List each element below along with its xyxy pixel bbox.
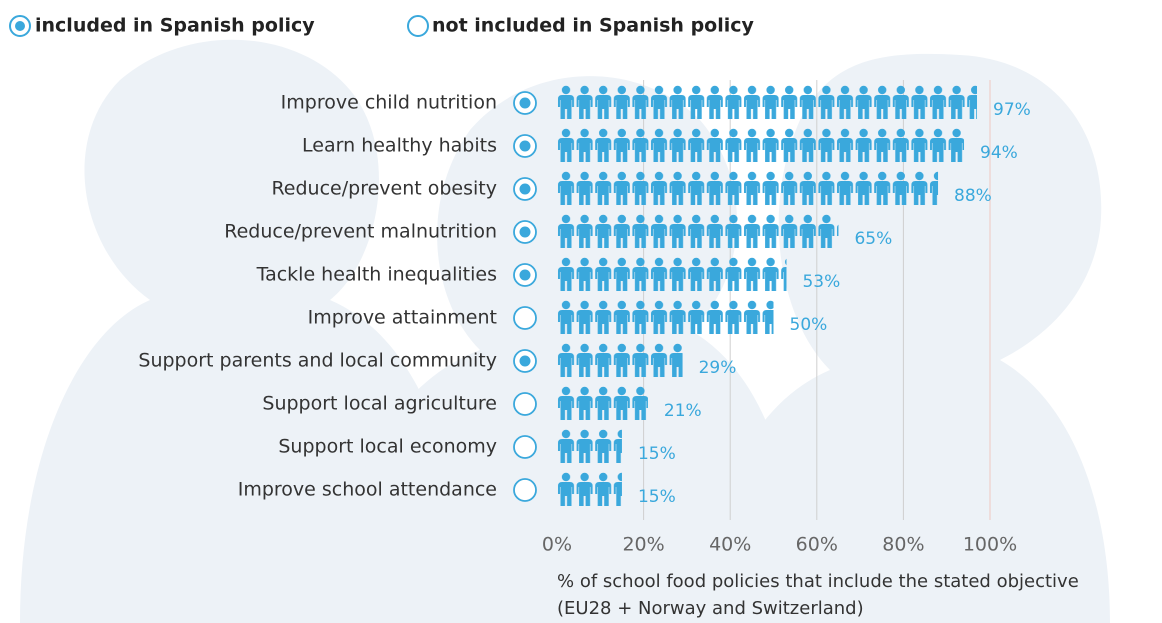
pictogram-bar bbox=[557, 214, 839, 250]
pictogram-bar bbox=[557, 343, 683, 379]
category-label: Learn healthy habits bbox=[302, 135, 497, 157]
pictogram-bar bbox=[557, 257, 787, 293]
x-tick-label: 80% bbox=[882, 534, 924, 556]
policy-marker bbox=[513, 478, 537, 502]
value-label: 29% bbox=[699, 358, 737, 378]
policy-marker-dot bbox=[519, 226, 531, 238]
value-label: 97% bbox=[993, 100, 1031, 120]
value-label: 21% bbox=[664, 401, 702, 421]
value-label: 15% bbox=[638, 444, 676, 464]
x-tick-label: 60% bbox=[796, 534, 838, 556]
pictogram-bar bbox=[557, 386, 648, 422]
category-label: Reduce/prevent obesity bbox=[271, 178, 497, 200]
pictogram-bar bbox=[557, 300, 774, 336]
x-tick-label: 20% bbox=[622, 534, 664, 556]
policy-marker-dot bbox=[519, 97, 531, 109]
value-label: 53% bbox=[802, 272, 840, 292]
category-label: Reduce/prevent malnutrition bbox=[224, 221, 497, 243]
category-label: Tackle health inequalities bbox=[256, 264, 497, 286]
category-label: Improve attainment bbox=[308, 307, 497, 329]
legend-marker-not-included bbox=[407, 15, 429, 37]
policy-marker-dot bbox=[519, 183, 531, 195]
category-label: Improve school attendance bbox=[238, 479, 497, 501]
pictogram-bar bbox=[557, 128, 965, 164]
pictogram-bar bbox=[557, 171, 939, 207]
policy-marker-dot bbox=[519, 269, 531, 281]
policy-marker bbox=[513, 435, 537, 459]
value-label: 50% bbox=[790, 315, 828, 335]
x-axis-label: % of school food policies that include t… bbox=[557, 571, 1079, 592]
legend: included in Spanish policy not included … bbox=[9, 15, 755, 37]
pictogram-bar bbox=[557, 85, 978, 121]
value-label: 65% bbox=[854, 229, 892, 249]
value-label: 88% bbox=[954, 186, 992, 206]
legend-label: not included in Spanish policy bbox=[432, 15, 755, 37]
pictogram-bar bbox=[557, 429, 622, 465]
category-label: Support local agriculture bbox=[262, 393, 497, 415]
policy-marker bbox=[513, 392, 537, 416]
legend-label: included in Spanish policy bbox=[35, 15, 315, 37]
category-label: Support parents and local community bbox=[138, 350, 497, 372]
x-tick-label: 100% bbox=[963, 534, 1017, 556]
x-tick-label: 0% bbox=[542, 534, 572, 556]
x-tick-label: 40% bbox=[709, 534, 751, 556]
policy-marker-dot bbox=[519, 355, 531, 367]
policy-marker-dot bbox=[519, 140, 531, 152]
legend-marker-dot bbox=[15, 21, 25, 31]
category-label: Improve child nutrition bbox=[281, 92, 497, 114]
pictogram-bar bbox=[557, 472, 622, 508]
value-label: 94% bbox=[980, 143, 1018, 163]
policy-marker bbox=[513, 306, 537, 330]
value-label: 15% bbox=[638, 487, 676, 507]
category-label: Support local economy bbox=[278, 436, 497, 458]
x-axis-note: (EU28 + Norway and Switzerland) bbox=[557, 598, 864, 619]
